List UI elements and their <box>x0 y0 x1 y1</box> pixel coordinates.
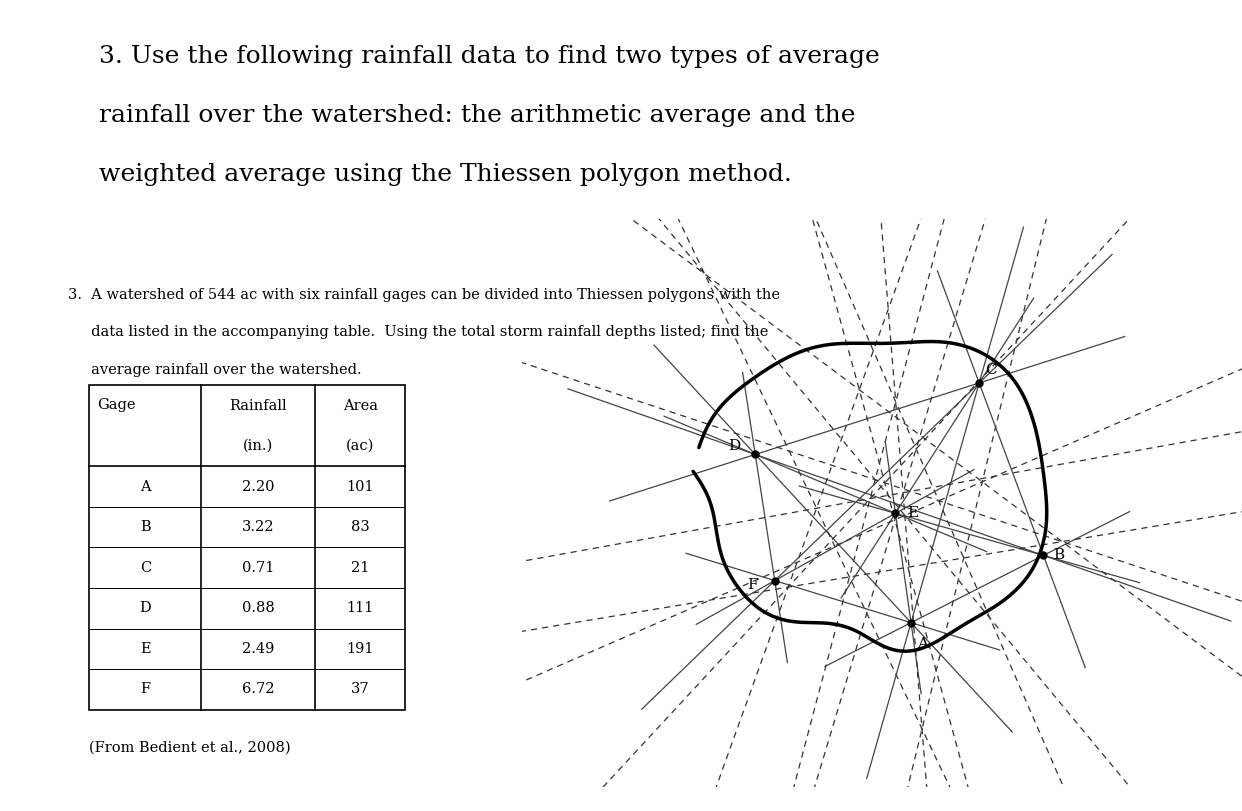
Text: Area: Area <box>343 398 378 413</box>
Text: weighted average using the Thiessen polygon method.: weighted average using the Thiessen poly… <box>99 163 792 186</box>
Text: F: F <box>140 682 150 697</box>
Text: (From Bedient et al., 2008): (From Bedient et al., 2008) <box>89 740 291 754</box>
Text: D: D <box>728 439 740 453</box>
Text: average rainfall over the watershed.: average rainfall over the watershed. <box>68 363 361 376</box>
Text: 3.  A watershed of 544 ac with six rainfall gages can be divided into Thiessen p: 3. A watershed of 544 ac with six rainfa… <box>68 288 780 302</box>
Text: data listed in the accompanying table.  Using the total storm rainfall depths li: data listed in the accompanying table. U… <box>68 325 769 339</box>
Text: Gage: Gage <box>97 398 135 413</box>
Text: 0.88: 0.88 <box>242 601 274 616</box>
Text: E: E <box>907 506 918 521</box>
Text: 111: 111 <box>347 601 374 616</box>
Text: B: B <box>1053 548 1064 562</box>
Text: 101: 101 <box>347 479 374 494</box>
Text: (ac): (ac) <box>347 439 374 453</box>
Text: D: D <box>139 601 152 616</box>
Text: 191: 191 <box>347 642 374 656</box>
Text: 37: 37 <box>351 682 369 697</box>
Text: 83: 83 <box>350 520 370 534</box>
Text: F: F <box>748 577 758 592</box>
Text: A: A <box>140 479 150 494</box>
Text: (in.): (in.) <box>243 439 273 453</box>
Text: 2.20: 2.20 <box>242 479 274 494</box>
Text: 0.71: 0.71 <box>242 560 274 575</box>
Text: 21: 21 <box>351 560 369 575</box>
Text: 6.72: 6.72 <box>242 682 274 697</box>
Text: B: B <box>140 520 150 534</box>
Text: 3. Use the following rainfall data to find two types of average: 3. Use the following rainfall data to fi… <box>99 45 881 67</box>
Text: E: E <box>140 642 150 656</box>
Bar <box>89 385 405 710</box>
Text: C: C <box>985 363 996 377</box>
Text: Rainfall: Rainfall <box>230 398 287 413</box>
Text: rainfall over the watershed: the arithmetic average and the: rainfall over the watershed: the arithme… <box>99 104 856 127</box>
Text: 3.22: 3.22 <box>242 520 274 534</box>
Text: A: A <box>917 637 928 650</box>
Text: C: C <box>139 560 152 575</box>
Text: 2.49: 2.49 <box>242 642 274 656</box>
